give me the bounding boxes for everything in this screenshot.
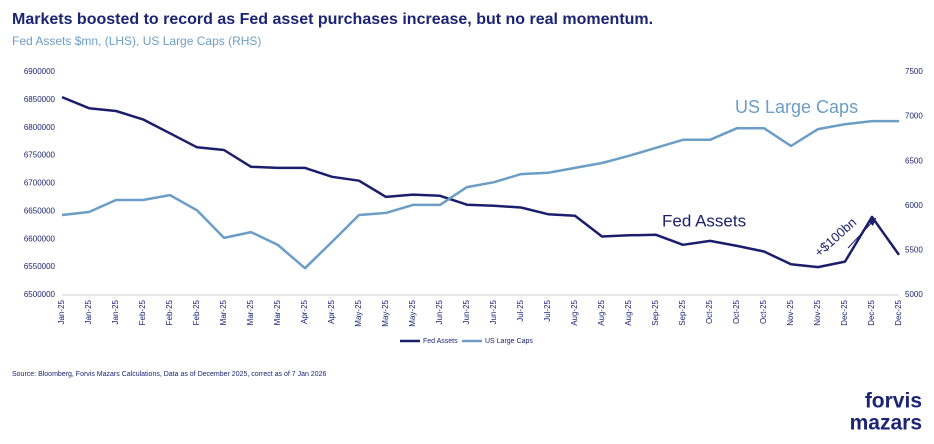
chart-subtitle: Fed Assets $mn, (LHS), US Large Caps (RH… <box>12 34 261 48</box>
y2-tick-label: 6500 <box>905 156 923 165</box>
y-tick-label: 6600000 <box>24 234 56 243</box>
annotation: +$100bn <box>811 215 859 260</box>
x-tick-label: Mar-25 <box>219 299 228 325</box>
x-tick-label: Aug-25 <box>597 299 606 325</box>
x-tick-label: Jun-25 <box>435 299 444 324</box>
y-tick-label: 6700000 <box>24 179 56 188</box>
logo-top: forvis <box>865 390 922 413</box>
x-tick-label: Aug-25 <box>570 299 579 325</box>
x-tick-label: Jan-25 <box>57 299 66 324</box>
x-tick-label: May-25 <box>381 299 390 326</box>
x-tick-label: Dec-25 <box>840 299 849 325</box>
chart-title: Markets boosted to record as Fed asset p… <box>12 11 653 28</box>
y-tick-label: 6500000 <box>24 290 56 299</box>
x-tick-label: Feb-25 <box>192 299 201 325</box>
source: Source: Bloomberg, Forvis Mazars Calcula… <box>12 371 326 378</box>
y-tick-label: 6900000 <box>24 67 56 76</box>
series-line <box>61 95 901 269</box>
x-tick-label: Jul-25 <box>543 299 552 321</box>
x-tick-label: Jun-25 <box>489 299 498 324</box>
y2-tick-label: 7000 <box>905 112 923 121</box>
x-tick-label: May-25 <box>408 299 417 326</box>
x-tick-label: Apr-25 <box>327 299 336 324</box>
x-tick-label: Oct-25 <box>732 299 741 324</box>
y-tick-label: 6650000 <box>24 206 56 215</box>
x-tick-label: Feb-25 <box>165 299 174 325</box>
x-tick-label: Oct-25 <box>759 299 768 324</box>
x-tick-label: Apr-25 <box>300 299 309 324</box>
x-tick-label: Jan-25 <box>84 299 93 324</box>
x-tick-label: Oct-25 <box>705 299 714 324</box>
x-tick-label: Mar-25 <box>273 299 282 325</box>
y2-tick-label: 6000 <box>905 201 923 210</box>
x-tick-label: Feb-25 <box>138 299 147 325</box>
y-tick-label: 6550000 <box>24 262 56 271</box>
y2-tick-label: 5500 <box>905 246 923 255</box>
y-tick-label: 6750000 <box>24 151 56 160</box>
x-tick-label: Dec-25 <box>867 299 876 325</box>
x-tick-label: Sep-25 <box>678 299 687 325</box>
x-tick-label: Mar-25 <box>246 299 255 325</box>
x-tick-label: Aug-25 <box>624 299 633 325</box>
series-line <box>61 119 899 270</box>
x-tick-label: Jul-25 <box>516 299 525 321</box>
logo-bottom: mazars <box>850 412 922 435</box>
y-tick-label: 6800000 <box>24 123 56 132</box>
x-tick-label: Jun-25 <box>462 299 471 324</box>
x-tick-label: Nov-25 <box>786 299 795 325</box>
x-tick-label: Dec-25 <box>894 299 903 325</box>
y2-tick-label: 5000 <box>905 290 923 299</box>
x-tick-label: Sep-25 <box>651 299 660 325</box>
x-tick-label: Nov-25 <box>813 299 822 325</box>
y-tick-label: 6850000 <box>24 95 56 104</box>
annotation: Fed Assets <box>662 211 746 230</box>
legend-label: US Large Caps <box>485 338 533 345</box>
y2-tick-label: 7500 <box>905 67 923 76</box>
x-tick-label: Jan-25 <box>111 299 120 324</box>
legend-label: Fed Assets <box>423 338 458 345</box>
annotation: US Large Caps <box>735 97 858 117</box>
x-tick-label: May-25 <box>354 299 363 326</box>
